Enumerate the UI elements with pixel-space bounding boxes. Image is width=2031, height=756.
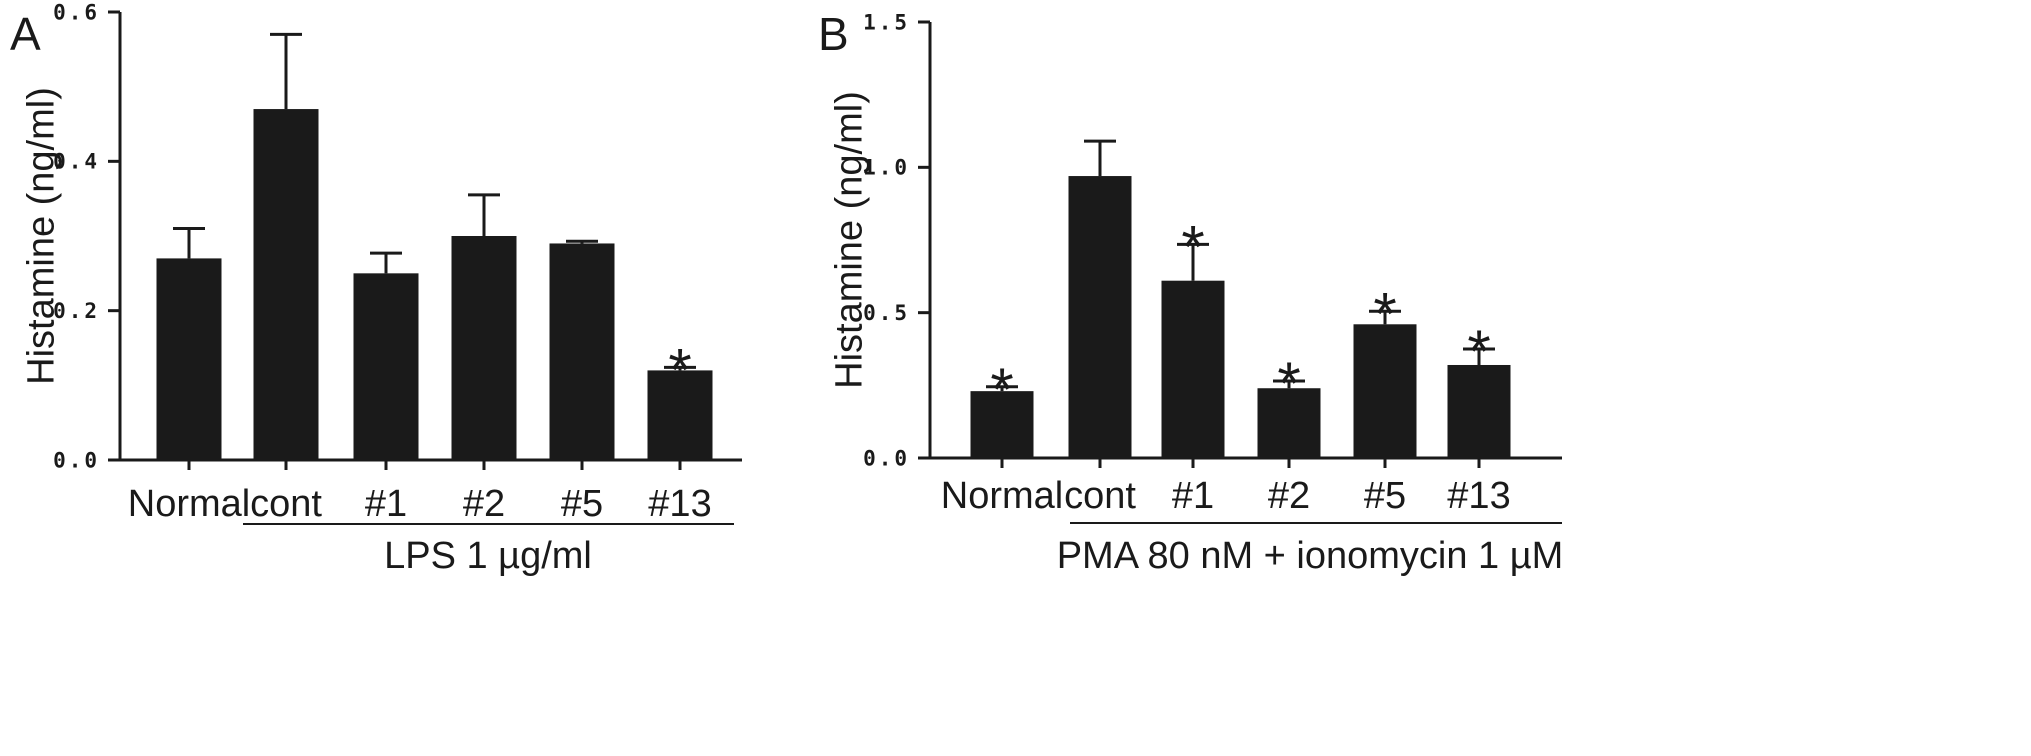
bar	[253, 109, 319, 461]
x-tick-label: #5	[1364, 475, 1406, 517]
x-tick-label: Normal	[941, 475, 1063, 517]
group-label: PMA 80 nM + ionomycin 1 µM	[1057, 535, 1564, 577]
panel-letter: B	[818, 8, 849, 60]
y-tick-label: 0.6	[53, 0, 100, 24]
bar	[1068, 176, 1132, 458]
panel-a: A Histamine (ng/ml) 0.0 0.2 0.4 0.6 Normal cont…	[10, 0, 742, 577]
x-tick-label: cont	[1064, 475, 1136, 517]
significance-star: *	[1467, 318, 1490, 385]
significance-star: *	[990, 356, 1013, 423]
y-axis-label: Histamine (ng/ml)	[20, 87, 62, 385]
x-tick-label: #2	[463, 483, 505, 525]
panel-b: B Histamine (ng/ml) 0.0 0.5 1.0 1.5 Normal * con…	[818, 8, 1563, 577]
significance-star: *	[668, 337, 691, 404]
group-label: LPS 1 µg/ml	[384, 535, 592, 577]
y-tick-label: 1.5	[863, 10, 910, 34]
bar	[156, 258, 222, 460]
significance-star: *	[1181, 214, 1204, 281]
x-tick-label: cont	[250, 483, 322, 525]
x-tick-label: #1	[365, 483, 407, 525]
bar	[451, 236, 517, 460]
x-tick-label: #13	[648, 483, 711, 525]
y-tick-label: 0.5	[863, 301, 910, 325]
significance-star: *	[1373, 280, 1396, 347]
significance-star: *	[1277, 350, 1300, 417]
y-tick-label: 0.0	[53, 448, 100, 472]
x-tick-label: Normal	[128, 483, 250, 525]
y-axis-label: Histamine (ng/ml)	[828, 91, 870, 389]
y-tick-label: 1.0	[863, 156, 910, 180]
bar	[1257, 388, 1321, 458]
bar	[1353, 324, 1417, 458]
panel-letter: A	[10, 8, 41, 60]
bar	[647, 370, 713, 460]
y-tick-label: 0.2	[53, 299, 100, 323]
x-tick-label: #1	[1172, 475, 1214, 517]
x-tick-label: #13	[1447, 475, 1510, 517]
y-tick-label: 0.0	[863, 446, 910, 470]
bar	[549, 243, 615, 460]
bar	[1161, 280, 1225, 458]
x-tick-label: #5	[561, 483, 603, 525]
bar	[970, 391, 1034, 458]
bar	[353, 273, 419, 460]
y-tick-label: 0.4	[53, 150, 100, 174]
x-tick-label: #2	[1268, 475, 1310, 517]
bar	[1447, 364, 1511, 458]
